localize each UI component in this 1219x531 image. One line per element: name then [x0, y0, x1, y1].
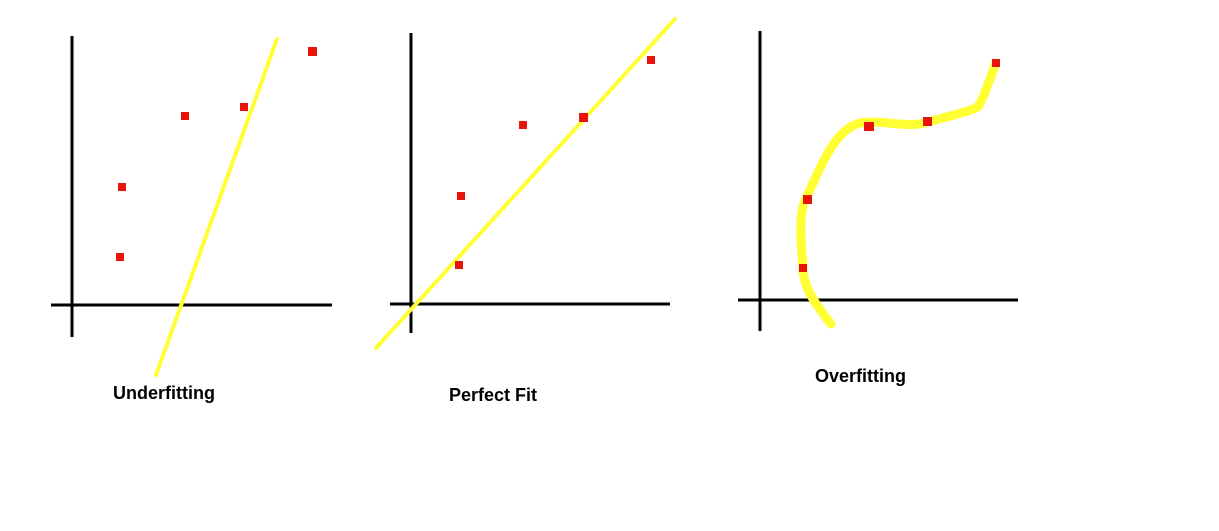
overfitting-data-point	[799, 264, 807, 272]
overfitting-data-point	[864, 122, 874, 131]
perfect-fit-label: Perfect Fit	[449, 385, 537, 405]
underfitting-panel: Underfitting	[51, 36, 332, 403]
perfect-fit-data-point	[457, 192, 465, 200]
underfitting-data-point	[118, 183, 126, 191]
underfitting-data-point	[308, 47, 317, 56]
perfect-fit-data-point	[647, 56, 655, 64]
underfitting-fit-line	[154, 37, 279, 377]
underfitting-data-point	[240, 103, 248, 111]
underfitting-data-point	[116, 253, 124, 261]
overfitting-data-point	[992, 59, 1000, 67]
underfitting-data-point	[181, 112, 189, 120]
overfitting-data-point	[803, 195, 812, 204]
overfitting-label: Overfitting	[815, 366, 906, 386]
perfect-fit-panel: Perfect Fit	[374, 17, 677, 405]
perfect-fit-fit-line	[374, 17, 677, 350]
overfitting-panel: Overfitting	[738, 31, 1018, 386]
perfect-fit-data-point	[579, 113, 588, 122]
perfect-fit-data-point	[455, 261, 463, 269]
overfitting-fit-curve	[796, 58, 1001, 329]
perfect-fit-data-point	[519, 121, 527, 129]
overfitting-data-point	[923, 117, 932, 126]
underfitting-label: Underfitting	[113, 383, 215, 403]
